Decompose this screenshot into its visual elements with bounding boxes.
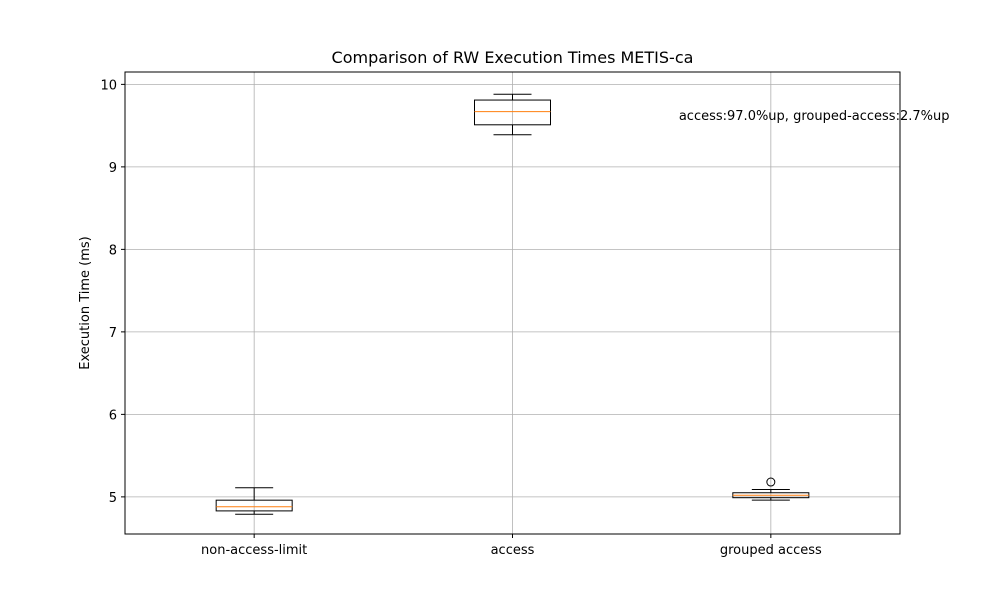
- iqr-box: [215, 499, 293, 512]
- x-tick-label: access: [491, 543, 535, 558]
- y-tick-label: 7: [109, 326, 117, 341]
- box-non-access-limit: [215, 487, 293, 515]
- y-tick-label: 10: [100, 78, 117, 93]
- x-tick-label: non-access-limit: [201, 543, 307, 558]
- y-tick-label: 6: [109, 408, 117, 423]
- x-axis-ticks: non-access-limit access grouped access: [201, 534, 822, 558]
- chart-title: Comparison of RW Execution Times METIS-c…: [332, 48, 694, 67]
- outlier-point: [766, 477, 776, 487]
- y-tick-label: 8: [109, 243, 117, 258]
- y-axis-ticks: 5 6 7 8 9 10: [100, 78, 125, 506]
- annotation-text: access:97.0%up, grouped-access:2.7%up: [679, 109, 950, 124]
- x-tick-label: grouped access: [720, 543, 822, 558]
- iqr-box: [474, 99, 551, 126]
- y-tick-label: 5: [109, 491, 117, 506]
- grid-lines: [125, 72, 900, 534]
- boxes: [215, 93, 810, 515]
- box-access: [474, 93, 551, 136]
- box-grouped-access: [732, 477, 810, 501]
- y-tick-label: 9: [109, 161, 117, 176]
- y-axis-label: Execution Time (ms): [78, 236, 93, 369]
